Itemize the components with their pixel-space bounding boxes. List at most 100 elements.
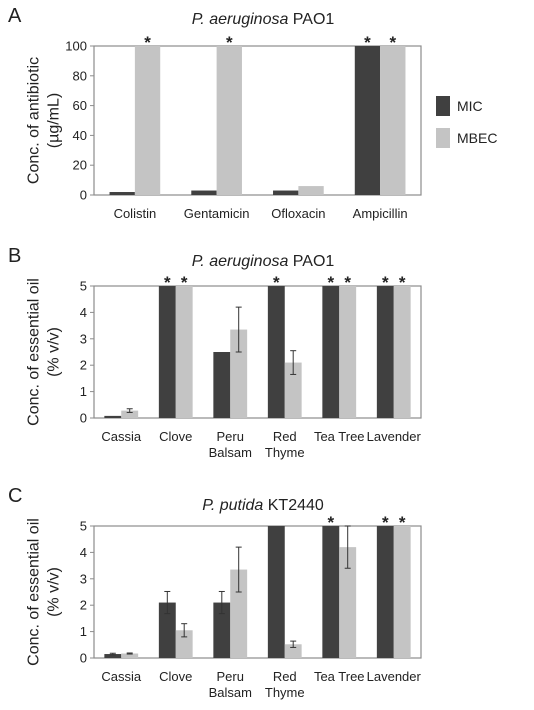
bar-mic xyxy=(322,286,340,418)
chart-title: P. aeruginosa PAO1 xyxy=(192,11,335,28)
chart-title-italic: P. aeruginosa xyxy=(192,253,289,270)
x-tick-label-line: Thyme xyxy=(265,685,305,700)
bar-mic xyxy=(213,352,231,418)
significance-star: * xyxy=(181,273,188,292)
chart-title: P. putida KT2440 xyxy=(202,497,324,514)
x-tick-label-line: Cassia xyxy=(101,429,142,444)
significance-star: * xyxy=(226,33,233,52)
y-tick-label: 4 xyxy=(80,545,87,560)
bar-mic xyxy=(354,46,381,195)
x-tick-label-line: Colistin xyxy=(114,206,157,221)
bar-mbec xyxy=(175,630,193,658)
chart-title-italic: P. putida xyxy=(202,497,263,514)
x-tick-label-line: Ofloxacin xyxy=(271,206,325,221)
bar-mbec xyxy=(393,286,411,418)
y-tick-label: 2 xyxy=(80,358,87,373)
y-axis-label: Conc. of essential oil (% v/v) xyxy=(25,518,62,666)
x-tick-label-line: Tea Tree xyxy=(314,669,365,684)
plot-frame xyxy=(93,525,422,659)
bar-mic xyxy=(376,286,394,418)
bar-mbec xyxy=(230,569,248,658)
x-tick-label: Red Thyme xyxy=(265,429,305,460)
x-tick-label: Red Thyme xyxy=(265,669,305,700)
bar-mbec xyxy=(339,547,357,658)
significance-star: * xyxy=(399,273,406,292)
x-tick-label-line: Lavender xyxy=(367,429,422,444)
bar-mic xyxy=(191,190,217,195)
y-axis-label-line: (µg/mL) xyxy=(45,93,62,148)
bar-mic xyxy=(158,602,176,658)
y-tick-label: 100 xyxy=(65,39,87,54)
significance-star: * xyxy=(389,33,396,52)
chart-panel-a: A P. aeruginosa PAO1 Conc. of antibiotic (µ… xyxy=(8,5,422,221)
y-tick-label: 1 xyxy=(80,384,87,399)
x-tick-label-line: Gentamicin xyxy=(184,206,250,221)
x-tick-label-line: Clove xyxy=(159,429,192,444)
bar-mbec xyxy=(230,329,248,418)
bar-mic xyxy=(104,654,122,658)
bar-mbec xyxy=(298,186,324,195)
x-tick-label: Clove xyxy=(159,429,192,444)
legend-swatch-mbec xyxy=(436,128,450,148)
x-tick-label: Peru Balsam xyxy=(209,429,252,460)
legend: MIC MBEC xyxy=(436,96,497,148)
bar-mic xyxy=(322,526,340,658)
bar-mic xyxy=(109,192,135,195)
panel-letter: C xyxy=(8,485,22,507)
y-axis-label-line: (% v/v) xyxy=(45,567,62,617)
y-axis-label-line: Conc. of essential oil xyxy=(25,518,42,666)
y-axis-label-line: Conc. of essential oil xyxy=(25,278,42,426)
chart-title-rest: PAO1 xyxy=(288,11,334,28)
bar-mbec xyxy=(380,46,406,195)
bar-mbec xyxy=(175,286,193,418)
bar-mbec xyxy=(121,653,139,658)
y-tick-label: 80 xyxy=(73,68,87,83)
x-tick-label: Tea Tree xyxy=(314,429,365,444)
x-tick-label: Peru Balsam xyxy=(209,669,252,700)
chart-title-italic: P. aeruginosa xyxy=(192,11,289,28)
bar-mbec xyxy=(216,46,242,195)
bar-mbec xyxy=(284,644,302,658)
significance-star: * xyxy=(399,513,406,532)
x-tick-label-line: Peru xyxy=(217,429,244,444)
y-tick-label: 3 xyxy=(80,571,87,586)
y-tick-label: 2 xyxy=(80,598,87,613)
bar-mbec xyxy=(121,410,139,418)
significance-star: * xyxy=(144,33,151,52)
panel-letter: B xyxy=(8,245,21,267)
significance-star: * xyxy=(164,273,171,292)
x-tick-label-line: Clove xyxy=(159,669,192,684)
bar-mic xyxy=(213,602,231,658)
significance-star: * xyxy=(327,513,334,532)
y-tick-label: 60 xyxy=(73,98,87,113)
x-tick-label-line: Red xyxy=(273,429,297,444)
panel-letter: A xyxy=(8,5,22,27)
y-axis-label-line: Conc. of antibiotic xyxy=(25,57,42,184)
bar-mbec xyxy=(393,526,411,658)
x-tick-label-line: Peru xyxy=(217,669,244,684)
y-tick-label: 5 xyxy=(80,279,87,294)
x-tick-label: Ofloxacin xyxy=(271,206,325,221)
y-tick-label: 1 xyxy=(80,624,87,639)
y-tick-label: 40 xyxy=(73,128,87,143)
x-tick-label: Lavender xyxy=(367,429,422,444)
bar-mic xyxy=(267,526,285,658)
bar-mic xyxy=(267,286,285,418)
bar-mic xyxy=(158,286,176,418)
significance-star: * xyxy=(364,33,371,52)
x-tick-label: Cassia xyxy=(101,669,142,684)
y-axis-label: Conc. of antibiotic (µg/mL) xyxy=(25,57,62,184)
y-axis-label: Conc. of essential oil (% v/v) xyxy=(25,278,62,426)
y-tick-label: 0 xyxy=(80,188,87,203)
x-tick-label: Lavender xyxy=(367,669,422,684)
chart-panel-b: B P. aeruginosa PAO1 Conc. of essential oi… xyxy=(8,245,422,460)
significance-star: * xyxy=(273,273,280,292)
bar-mbec xyxy=(339,286,357,418)
chart-title-rest: PAO1 xyxy=(288,253,334,270)
chart-title: P. aeruginosa PAO1 xyxy=(192,253,335,270)
bar-mbec xyxy=(284,362,302,418)
y-tick-label: 5 xyxy=(80,519,87,534)
x-tick-label: Tea Tree xyxy=(314,669,365,684)
x-tick-label-line: Cassia xyxy=(101,669,142,684)
